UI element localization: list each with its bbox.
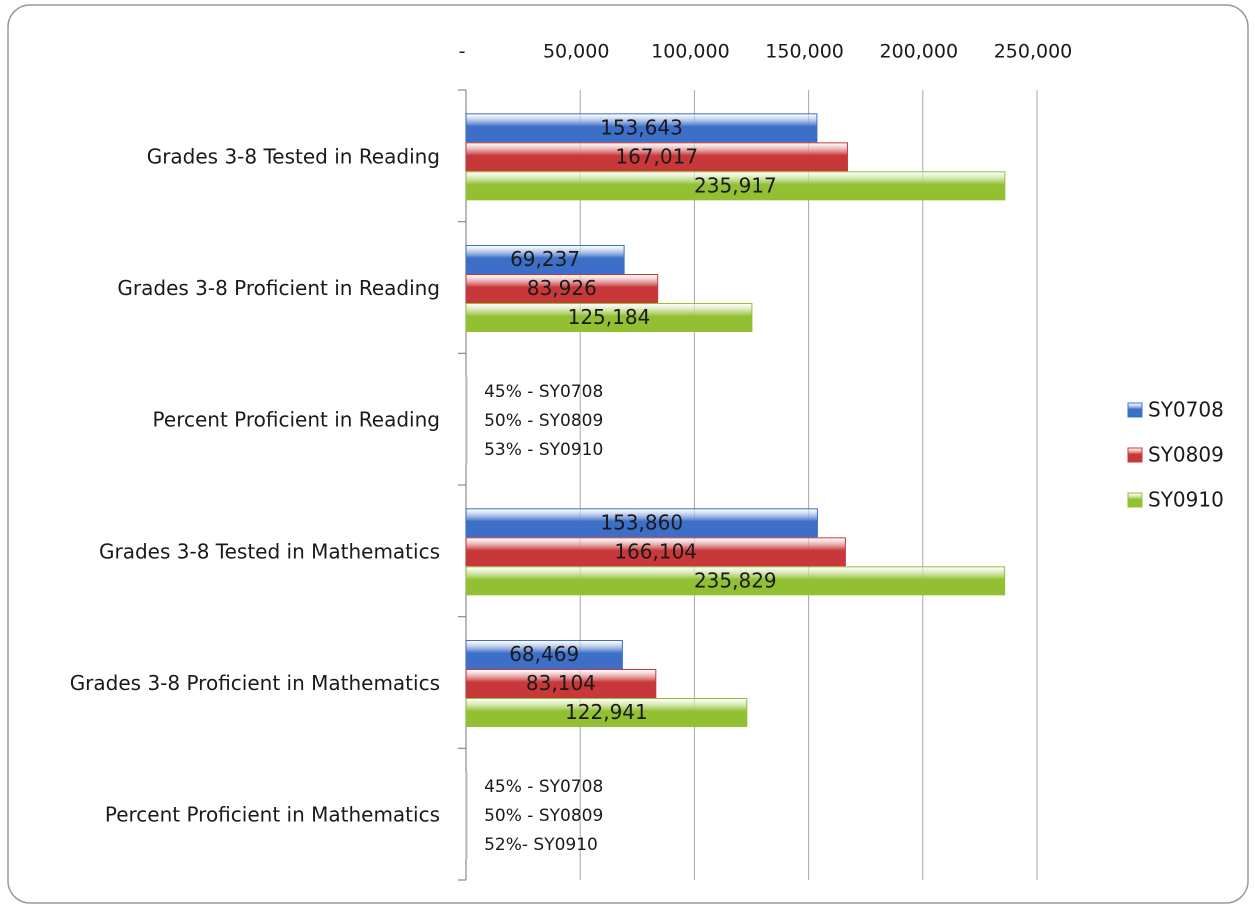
bar bbox=[465, 829, 468, 859]
bar bbox=[465, 698, 748, 727]
x-tick-label: 200,000 bbox=[880, 41, 959, 63]
legend-label: SY0708 bbox=[1148, 398, 1224, 422]
bar-group: 166,104 bbox=[465, 537, 846, 567]
bar-value-label: 166,104 bbox=[614, 539, 697, 563]
bar-group: 167,017 bbox=[465, 142, 848, 172]
bar bbox=[465, 171, 1006, 201]
bar bbox=[465, 274, 659, 303]
bar-value-label: 52%- SY0910 bbox=[484, 835, 598, 855]
bar-group: 235,829 bbox=[465, 566, 1006, 596]
bar bbox=[465, 376, 468, 406]
x-tick-label: 100,000 bbox=[651, 41, 730, 63]
x-tick-label: 50,000 bbox=[543, 41, 609, 63]
chart-frame bbox=[7, 4, 1249, 904]
bar-group: 125,184 bbox=[465, 303, 753, 332]
bar bbox=[465, 113, 818, 143]
bar-group: 52%- SY0910 bbox=[465, 829, 598, 859]
legend-swatch bbox=[1127, 447, 1143, 463]
bar bbox=[465, 640, 623, 669]
bar-group: 83,104 bbox=[465, 669, 657, 698]
bar bbox=[465, 537, 846, 567]
bar-value-label: 45% - SY0708 bbox=[484, 382, 603, 402]
y-tick-label: Grades 3-8 Proficient in Mathematics bbox=[70, 671, 440, 695]
legend-swatch bbox=[1127, 492, 1143, 508]
legend-swatch bbox=[1127, 402, 1143, 418]
bar-value-label: 235,917 bbox=[694, 173, 777, 197]
bar bbox=[465, 566, 1006, 596]
bar-group: 122,941 bbox=[465, 698, 748, 727]
bar-group: 45% - SY0708 bbox=[465, 771, 603, 801]
x-tick-label: 250,000 bbox=[994, 41, 1073, 63]
bar-group: 50% - SY0809 bbox=[465, 405, 603, 435]
bar-group: 235,917 bbox=[465, 171, 1006, 201]
y-tick-label: Grades 3-8 Tested in Mathematics bbox=[99, 539, 440, 563]
bar-value-label: 167,017 bbox=[615, 144, 698, 168]
y-tick-label: Percent Proficient in Mathematics bbox=[105, 803, 440, 827]
bar bbox=[465, 771, 468, 801]
legend-label: SY0809 bbox=[1148, 443, 1224, 467]
bar-group: 153,860 bbox=[465, 508, 818, 538]
bar-value-label: 235,829 bbox=[694, 568, 777, 592]
bar-group: 68,469 bbox=[465, 640, 623, 669]
bar bbox=[465, 405, 468, 435]
bar-value-label: 45% - SY0708 bbox=[484, 777, 603, 797]
y-tick-label: Grades 3-8 Proficient in Reading bbox=[117, 276, 440, 300]
bar-value-label: 53% - SY0910 bbox=[484, 440, 603, 460]
bar-value-label: 153,860 bbox=[600, 510, 683, 534]
bar-value-label: 125,184 bbox=[568, 305, 651, 329]
bar-group: 45% - SY0708 bbox=[465, 376, 603, 406]
bar-value-label: 153,643 bbox=[600, 115, 683, 139]
x-tick-label: - bbox=[459, 41, 466, 63]
bar-group: 83,926 bbox=[465, 274, 659, 303]
y-tick-label: Grades 3-8 Tested in Reading bbox=[147, 144, 440, 168]
bar-group: 53% - SY0910 bbox=[465, 434, 603, 464]
bar bbox=[465, 508, 818, 538]
bar bbox=[465, 303, 753, 332]
bar-group: 153,643 bbox=[465, 113, 818, 143]
bar-value-label: 50% - SY0809 bbox=[484, 806, 603, 826]
bar-value-label: 83,926 bbox=[527, 276, 597, 300]
bar bbox=[465, 800, 468, 830]
bar-value-label: 83,104 bbox=[526, 671, 596, 695]
legend-label: SY0910 bbox=[1148, 488, 1224, 512]
bar-group: 50% - SY0809 bbox=[465, 800, 603, 830]
y-tick-label: Percent Proficient in Reading bbox=[153, 408, 440, 432]
bar-value-label: 69,237 bbox=[510, 247, 580, 271]
bar bbox=[465, 669, 657, 698]
bar bbox=[465, 245, 625, 274]
bar bbox=[465, 434, 468, 464]
bar-value-label: 122,941 bbox=[565, 700, 648, 724]
bar-group: 69,237 bbox=[465, 245, 625, 274]
bar-value-label: 50% - SY0809 bbox=[484, 411, 603, 431]
bar-value-label: 68,469 bbox=[509, 642, 579, 666]
x-tick-label: 150,000 bbox=[765, 41, 844, 63]
bar bbox=[465, 142, 848, 172]
